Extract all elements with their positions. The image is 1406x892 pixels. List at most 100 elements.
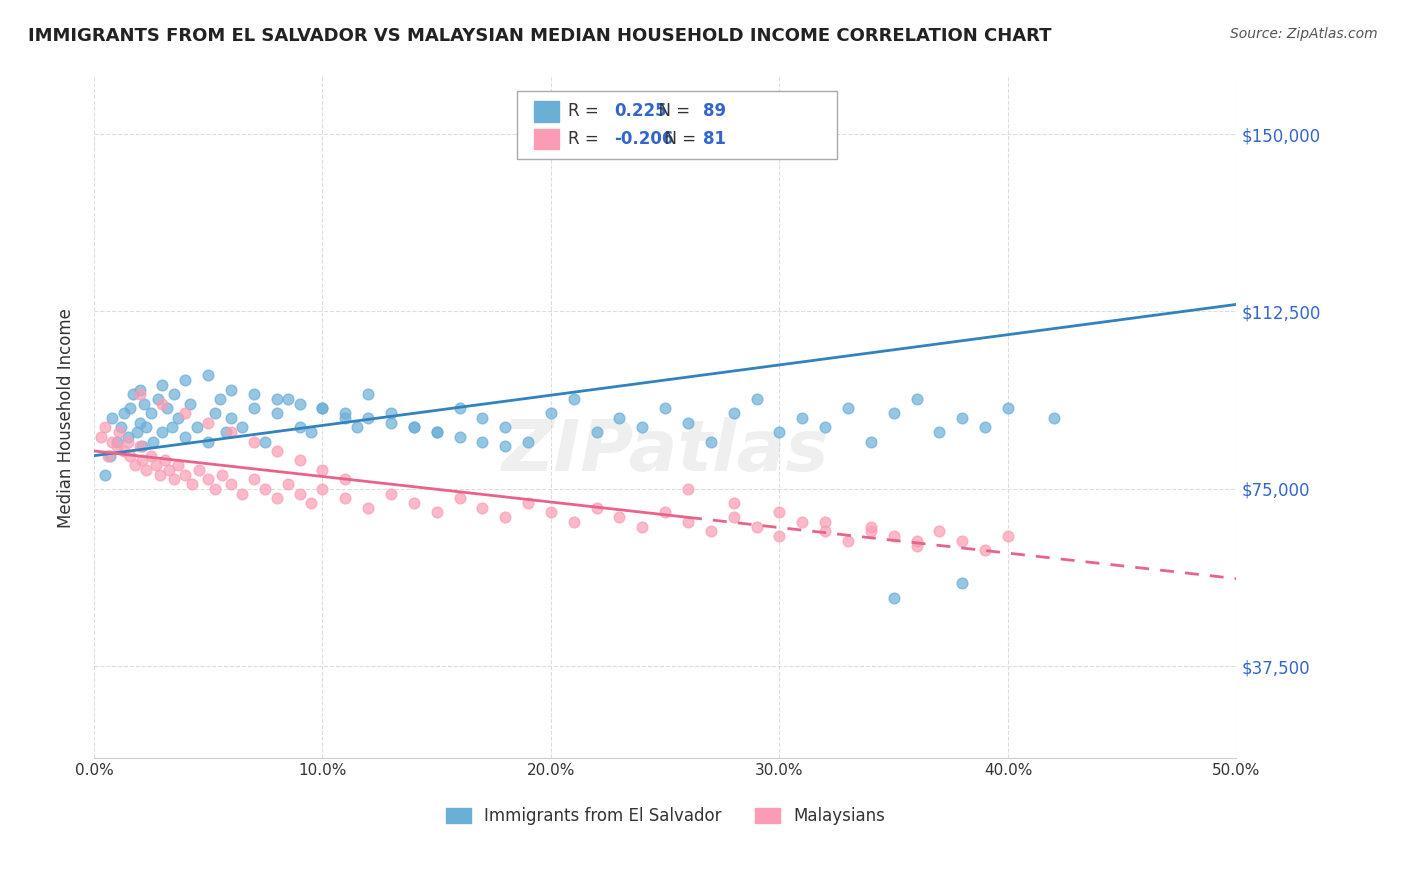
Text: 89: 89 <box>703 103 725 120</box>
Point <box>609 410 631 425</box>
Point <box>174 430 197 444</box>
Point <box>277 392 299 406</box>
Point <box>723 406 745 420</box>
Point <box>94 420 117 434</box>
Point <box>211 467 233 482</box>
Point <box>311 463 333 477</box>
Point <box>254 482 277 496</box>
Point <box>883 591 905 605</box>
Point <box>135 420 157 434</box>
Point <box>105 434 128 449</box>
Point <box>883 406 905 420</box>
Point <box>215 425 238 439</box>
Point <box>540 406 562 420</box>
Point <box>110 420 132 434</box>
Point <box>311 482 333 496</box>
Point <box>426 425 449 439</box>
Point <box>792 410 814 425</box>
Point <box>609 510 631 524</box>
Point <box>117 430 139 444</box>
Point <box>266 444 288 458</box>
Point <box>135 463 157 477</box>
Point <box>346 420 368 434</box>
Point <box>357 410 380 425</box>
Point <box>950 576 973 591</box>
Point <box>174 467 197 482</box>
Point <box>676 416 699 430</box>
Point <box>266 491 288 506</box>
Point <box>335 472 357 486</box>
Point <box>905 392 928 406</box>
Point <box>97 449 120 463</box>
Point <box>631 519 654 533</box>
Bar <box>534 128 560 149</box>
Point <box>792 515 814 529</box>
Point <box>117 434 139 449</box>
Point <box>127 425 149 439</box>
Point <box>585 425 607 439</box>
Point <box>676 482 699 496</box>
Point <box>402 496 425 510</box>
Point <box>174 373 197 387</box>
Point <box>120 401 142 416</box>
Point <box>311 401 333 416</box>
Text: N =: N = <box>654 129 702 148</box>
Point <box>152 397 174 411</box>
Point <box>219 477 242 491</box>
Legend: Immigrants from El Salvador, Malaysians: Immigrants from El Salvador, Malaysians <box>439 800 891 831</box>
Point <box>266 392 288 406</box>
Point <box>139 406 162 420</box>
Point <box>145 458 167 472</box>
Point <box>186 420 208 434</box>
Point <box>837 401 859 416</box>
Point <box>905 533 928 548</box>
Point <box>156 401 179 416</box>
Point <box>745 392 768 406</box>
Point <box>950 533 973 548</box>
Point <box>142 434 165 449</box>
Point <box>426 425 449 439</box>
Point <box>299 496 322 510</box>
Text: Source: ZipAtlas.com: Source: ZipAtlas.com <box>1230 27 1378 41</box>
Point <box>950 410 973 425</box>
Point <box>188 463 211 477</box>
Point <box>745 519 768 533</box>
Point <box>562 515 585 529</box>
Point <box>160 420 183 434</box>
Point <box>101 410 124 425</box>
Point <box>335 410 357 425</box>
Point <box>219 383 242 397</box>
Point <box>928 524 950 539</box>
Point <box>357 387 380 401</box>
Point <box>243 472 266 486</box>
Point <box>1042 410 1064 425</box>
Point <box>357 500 380 515</box>
Point <box>98 449 121 463</box>
Point <box>277 477 299 491</box>
Point <box>723 510 745 524</box>
Text: N =: N = <box>648 103 696 120</box>
Point <box>157 463 180 477</box>
Point <box>204 482 226 496</box>
Point <box>219 425 242 439</box>
Point <box>112 444 135 458</box>
Point <box>121 387 143 401</box>
Point <box>654 401 676 416</box>
Point <box>676 515 699 529</box>
Point <box>243 401 266 416</box>
Point <box>335 406 357 420</box>
Point <box>181 477 204 491</box>
Point <box>254 434 277 449</box>
Text: ZIPatlas: ZIPatlas <box>502 417 830 486</box>
Point <box>859 519 882 533</box>
Point <box>167 458 190 472</box>
Point <box>768 529 790 543</box>
Point <box>179 397 201 411</box>
Point <box>105 439 128 453</box>
Point <box>837 533 859 548</box>
Point <box>471 410 494 425</box>
Point <box>152 377 174 392</box>
Point <box>146 392 169 406</box>
Point <box>700 524 723 539</box>
Point <box>108 425 131 439</box>
